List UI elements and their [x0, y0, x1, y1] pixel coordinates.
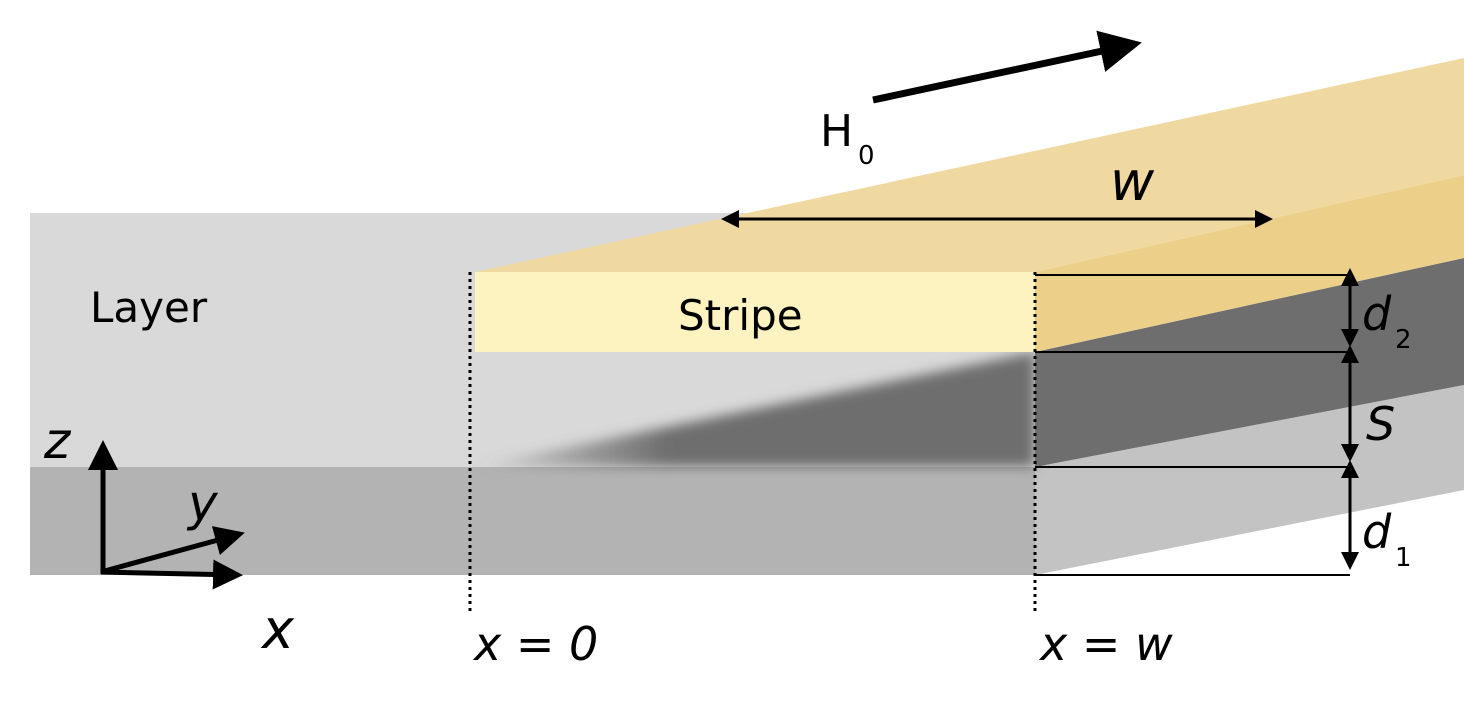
spacing-label: S: [1366, 397, 1395, 451]
stripe-front: [475, 272, 1035, 352]
stripe-side: [1035, 175, 1464, 352]
width-label: w: [1110, 150, 1155, 213]
axis-y: y: [186, 474, 219, 532]
position-label: x = w: [1038, 617, 1173, 671]
axis-x: x: [260, 598, 295, 661]
d2-symbol: d: [1362, 287, 1392, 341]
dimension-lines: [1035, 274, 1350, 576]
position-label: x = 0: [472, 617, 598, 671]
d2-subscript: 2: [1395, 325, 1412, 355]
layer-label: Layer: [90, 283, 208, 332]
shadow: [470, 352, 1035, 467]
dimension-arrows: [721, 210, 1359, 570]
axis-z: z: [43, 412, 72, 470]
axes: [88, 440, 245, 590]
d1-subscript: 1: [1395, 543, 1412, 573]
field-subscript: 0: [858, 141, 875, 171]
lower-layer: [30, 467, 1035, 575]
d1-symbol: d: [1362, 505, 1392, 559]
stripe-label: Stripe: [678, 291, 803, 340]
field-arrow: [872, 30, 1142, 104]
field-symbol: H: [820, 106, 853, 157]
